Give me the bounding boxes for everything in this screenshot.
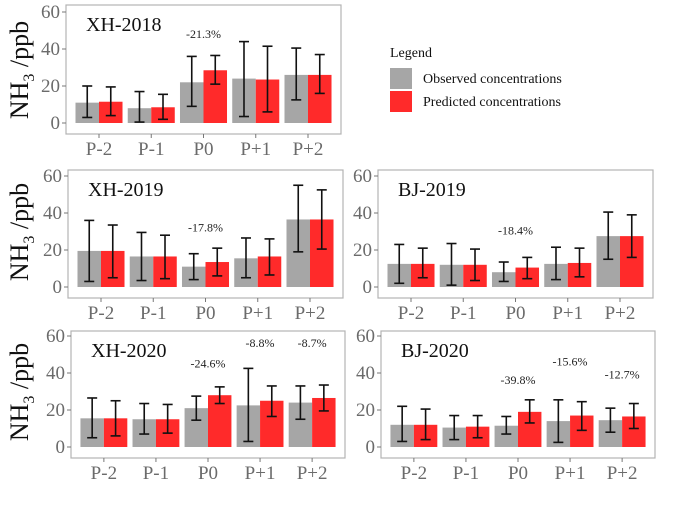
x-tick-label: P+1 — [555, 463, 586, 484]
bar-predicted — [203, 70, 228, 123]
bar-observed — [288, 402, 313, 447]
change-annotation: -18.4% — [498, 223, 533, 237]
bar-predicted — [620, 236, 644, 287]
x-tick-label: P+1 — [552, 303, 583, 324]
y-tick-label: 0 — [363, 277, 373, 298]
y-tick-label: 20 — [46, 400, 65, 421]
x-tick-label: P+1 — [240, 139, 271, 160]
y-tick-label: 0 — [366, 437, 376, 458]
x-tick-label: P+2 — [605, 303, 636, 324]
y-axis-label: NH3 /ppb — [5, 183, 38, 281]
panel-title: XH-2020 — [91, 340, 167, 362]
y-tick-label: 60 — [356, 326, 375, 347]
change-annotation: -15.6% — [553, 355, 588, 369]
x-tick-label: P+2 — [297, 463, 328, 484]
panel-title: BJ-2020 — [401, 340, 469, 362]
x-tick-label: P-2 — [86, 139, 112, 160]
bar-observed — [286, 219, 310, 287]
x-tick-label: P-1 — [143, 463, 169, 484]
y-tick-label: 40 — [43, 203, 62, 224]
y-tick-label: 0 — [51, 113, 61, 134]
y-tick-label: 0 — [56, 437, 66, 458]
x-tick-label: P+1 — [242, 303, 273, 324]
x-tick-label: P-1 — [450, 303, 476, 324]
panel-title: BJ-2019 — [398, 179, 466, 201]
legend-label: Predicted concentrations — [423, 95, 561, 110]
y-tick-label: 40 — [353, 203, 372, 224]
legend-title: Legend — [390, 46, 432, 61]
x-tick-label: P-2 — [401, 463, 427, 484]
legend-swatch-predicted — [390, 91, 412, 112]
bar-predicted — [312, 397, 336, 447]
x-tick-label: P+2 — [293, 139, 324, 160]
x-tick-label: P-1 — [138, 139, 164, 160]
bar-predicted — [570, 415, 594, 447]
x-tick-label: P0 — [193, 139, 213, 160]
change-annotation: -12.7% — [605, 368, 640, 382]
x-tick-label: P0 — [198, 463, 218, 484]
change-annotation: -39.8% — [501, 373, 536, 387]
x-tick-label: P0 — [508, 463, 528, 484]
x-tick-label: P-2 — [91, 463, 117, 484]
legend-label: Observed concentrations — [423, 72, 562, 87]
change-annotation: -8.8% — [246, 336, 275, 350]
bar-observed — [184, 408, 208, 447]
y-tick-label: 40 — [46, 363, 65, 384]
panel-title: XH-2019 — [88, 179, 164, 201]
y-tick-label: 40 — [356, 363, 375, 384]
bar-observed — [598, 420, 623, 447]
x-tick-label: P0 — [505, 303, 525, 324]
x-tick-label: P+2 — [295, 303, 326, 324]
change-annotation: -17.8% — [188, 221, 223, 235]
y-tick-label: 20 — [43, 240, 62, 261]
y-axis-label: NH3 /ppb — [5, 21, 38, 119]
bar-predicted — [308, 74, 332, 123]
panel-title: XH-2018 — [86, 14, 162, 36]
y-tick-label: 20 — [353, 240, 372, 261]
y-tick-label: 20 — [356, 400, 375, 421]
legend-swatch-observed — [390, 68, 412, 89]
bar-predicted — [208, 395, 232, 447]
y-tick-label: 0 — [53, 277, 63, 298]
bar-observed — [596, 236, 620, 287]
y-tick-label: 40 — [41, 39, 60, 60]
y-axis-label: NH3 /ppb — [5, 343, 38, 441]
y-tick-label: 60 — [353, 166, 372, 187]
bar-predicted — [622, 416, 646, 447]
x-tick-label: P+2 — [607, 463, 638, 484]
bar-predicted — [260, 400, 284, 447]
change-annotation: -21.3% — [186, 27, 221, 41]
y-tick-label: 60 — [46, 326, 65, 347]
x-tick-label: P+1 — [245, 463, 276, 484]
x-tick-label: P-1 — [453, 463, 479, 484]
y-tick-label: 20 — [41, 76, 60, 97]
y-tick-label: 60 — [43, 166, 62, 187]
bar-predicted — [518, 411, 542, 447]
x-tick-label: P-2 — [88, 303, 114, 324]
x-tick-label: P0 — [195, 303, 215, 324]
bar-observed — [494, 425, 518, 447]
x-tick-label: P-2 — [398, 303, 424, 324]
x-tick-label: P-1 — [140, 303, 166, 324]
change-annotation: -24.6% — [191, 356, 226, 370]
bar-predicted — [310, 219, 334, 287]
y-tick-label: 60 — [41, 2, 60, 23]
change-annotation: -8.7% — [298, 336, 327, 350]
